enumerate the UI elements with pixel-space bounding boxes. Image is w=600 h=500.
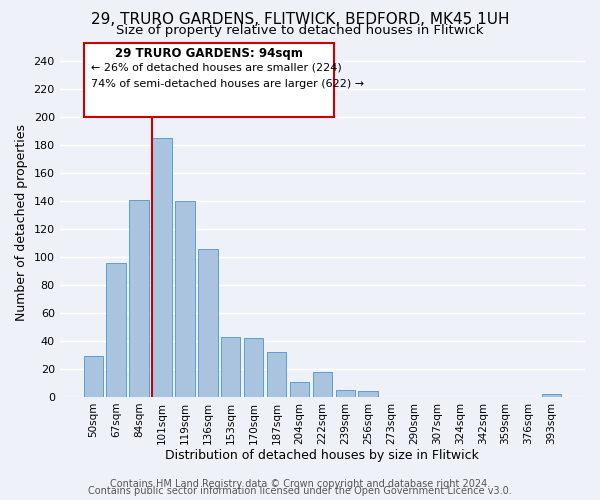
Text: 29 TRURO GARDENS: 94sqm: 29 TRURO GARDENS: 94sqm [115,47,303,60]
Bar [244,338,263,397]
Bar [106,262,126,397]
Text: Contains HM Land Registry data © Crown copyright and database right 2024.: Contains HM Land Registry data © Crown c… [110,479,490,489]
Bar [83,356,103,397]
Bar [290,382,309,397]
Bar [542,394,561,397]
Bar [221,337,241,397]
Text: 74% of semi-detached houses are larger (622) →: 74% of semi-detached houses are larger (… [91,80,364,90]
Y-axis label: Number of detached properties: Number of detached properties [15,124,28,320]
Text: ← 26% of detached houses are smaller (224): ← 26% of detached houses are smaller (22… [91,62,342,72]
Bar [267,352,286,397]
Bar [198,248,218,397]
Bar [175,201,194,397]
Text: Size of property relative to detached houses in Flitwick: Size of property relative to detached ho… [116,24,484,37]
Text: 29, TRURO GARDENS, FLITWICK, BEDFORD, MK45 1UH: 29, TRURO GARDENS, FLITWICK, BEDFORD, MK… [91,12,509,28]
Bar [313,372,332,397]
Text: Contains public sector information licensed under the Open Government Licence v3: Contains public sector information licen… [88,486,512,496]
Bar [130,200,149,397]
Bar [358,392,378,397]
FancyBboxPatch shape [84,43,334,117]
X-axis label: Distribution of detached houses by size in Flitwick: Distribution of detached houses by size … [166,450,479,462]
Bar [152,138,172,397]
Bar [335,390,355,397]
